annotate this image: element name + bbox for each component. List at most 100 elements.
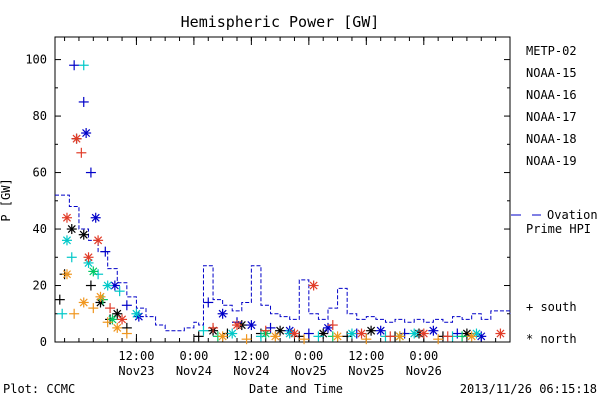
x-tick-date: Nov24 bbox=[233, 364, 269, 378]
data-point-south bbox=[327, 320, 338, 331]
x-tick-label: 0:00 bbox=[179, 349, 208, 363]
data-point-south bbox=[203, 297, 214, 308]
x-axis-label: Date and Time bbox=[249, 382, 343, 396]
x-tick-label: 12:00 bbox=[233, 349, 269, 363]
data-point-south bbox=[85, 167, 96, 178]
data-point-south bbox=[361, 334, 372, 345]
data-point-south bbox=[69, 60, 80, 71]
data-point-south bbox=[260, 325, 271, 336]
x-tick-date: Nov25 bbox=[291, 364, 327, 378]
data-point-north bbox=[81, 128, 92, 139]
ovation-legend-label: Prime HPI bbox=[526, 222, 591, 236]
data-points bbox=[54, 60, 506, 345]
x-tick-label: 12:00 bbox=[348, 349, 384, 363]
data-point-north bbox=[102, 280, 113, 291]
data-point-south bbox=[54, 294, 65, 305]
data-point-north bbox=[394, 331, 405, 342]
legend-entry: NOAA-17 bbox=[526, 110, 577, 124]
ovation-line bbox=[55, 194, 511, 332]
data-point-north bbox=[131, 308, 142, 319]
data-point-north bbox=[270, 331, 281, 342]
data-point-north bbox=[308, 280, 319, 291]
legend-entry: NOAA-19 bbox=[526, 154, 577, 168]
legend-entry: METP-02 bbox=[526, 44, 577, 58]
data-point-north bbox=[117, 314, 128, 325]
data-point-north bbox=[418, 328, 429, 339]
y-tick-label: 60 bbox=[33, 166, 47, 180]
data-point-north bbox=[323, 322, 333, 333]
data-point-north bbox=[428, 325, 439, 336]
data-point-south bbox=[452, 328, 463, 339]
data-point-north bbox=[95, 291, 106, 302]
data-point-north bbox=[217, 331, 228, 342]
data-point-north bbox=[466, 331, 477, 342]
ovation-line-group bbox=[55, 194, 511, 332]
legend-entry: NOAA-18 bbox=[526, 132, 577, 146]
data-point-north bbox=[356, 328, 367, 339]
data-point-north bbox=[495, 328, 506, 339]
data-point-south bbox=[208, 322, 219, 333]
data-point-south bbox=[102, 317, 113, 328]
data-point-north bbox=[107, 314, 118, 325]
data-point-north bbox=[246, 320, 257, 331]
data-point-south bbox=[313, 331, 324, 342]
data-point-north bbox=[78, 229, 89, 240]
legend: METP-02 NOAA-15 NOAA-16 NOAA-17 NOAA-18 … bbox=[526, 44, 598, 346]
data-point-north bbox=[289, 328, 300, 339]
legend-entry: NOAA-15 bbox=[526, 66, 577, 80]
y-tick-label: 0 bbox=[40, 335, 47, 349]
plot-frame bbox=[54, 36, 511, 343]
data-point-south bbox=[198, 325, 209, 336]
data-point-south bbox=[57, 308, 68, 319]
data-point-north bbox=[88, 266, 99, 277]
footer-right: 2013/11/26 06:15:18 bbox=[460, 382, 597, 396]
data-point-south bbox=[433, 334, 444, 345]
data-point-north bbox=[366, 325, 377, 336]
data-point-south bbox=[78, 96, 89, 107]
data-point-south bbox=[265, 322, 276, 333]
data-point-north bbox=[232, 320, 242, 331]
axes: 02040608010012:00Nov230:00Nov2412:00Nov2… bbox=[25, 36, 511, 378]
data-point-south bbox=[457, 331, 468, 342]
data-point-north bbox=[90, 212, 101, 223]
data-point-north bbox=[346, 328, 357, 339]
data-point-north bbox=[375, 325, 386, 336]
data-point-south bbox=[85, 280, 96, 291]
data-point-south bbox=[66, 252, 77, 263]
data-point-south bbox=[105, 303, 116, 314]
data-point-north bbox=[217, 308, 228, 319]
data-point-north bbox=[78, 297, 89, 308]
data-point-north bbox=[61, 235, 72, 246]
data-point-south bbox=[76, 147, 87, 158]
y-tick-label: 80 bbox=[33, 109, 47, 123]
footer-left: Plot: CCMC bbox=[3, 382, 75, 396]
data-point-south bbox=[69, 308, 80, 319]
x-tick-label: 0:00 bbox=[294, 349, 323, 363]
y-tick-label: 100 bbox=[25, 53, 47, 67]
data-point-south bbox=[303, 328, 314, 339]
data-point-south bbox=[100, 246, 111, 257]
y-axis-label: P [GW] bbox=[0, 178, 13, 221]
data-point-south bbox=[114, 286, 125, 297]
data-point-south bbox=[385, 331, 396, 342]
data-point-south bbox=[121, 328, 132, 339]
data-point-north bbox=[71, 133, 82, 144]
x-tick-date: Nov25 bbox=[348, 364, 384, 378]
north-marker-label: * north bbox=[526, 332, 577, 346]
data-point-north bbox=[93, 235, 104, 246]
x-tick-label: 12:00 bbox=[118, 349, 154, 363]
legend-entry: NOAA-16 bbox=[526, 88, 577, 102]
data-point-south bbox=[193, 331, 204, 342]
data-point-south bbox=[88, 303, 99, 314]
x-tick-label: 0:00 bbox=[409, 349, 438, 363]
data-point-south bbox=[78, 60, 89, 71]
data-point-south bbox=[121, 300, 132, 311]
chart-title: Hemispheric Power [GW] bbox=[181, 13, 380, 31]
x-tick-date: Nov24 bbox=[176, 364, 212, 378]
data-point-south bbox=[442, 331, 453, 342]
data-point-north bbox=[112, 322, 123, 333]
data-point-north bbox=[112, 308, 123, 319]
data-point-north bbox=[409, 328, 420, 339]
x-tick-date: Nov26 bbox=[406, 364, 442, 378]
